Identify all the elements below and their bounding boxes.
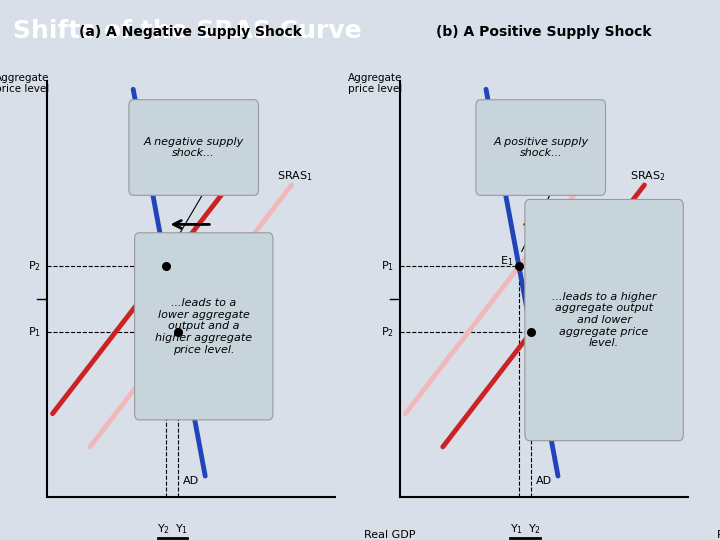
Text: A negative supply
shock...: A negative supply shock... (143, 137, 244, 158)
Text: Y$_1$: Y$_1$ (510, 522, 523, 536)
Text: Real GDP: Real GDP (364, 530, 415, 540)
Text: AD: AD (183, 476, 199, 487)
Text: ...leads to a higher
aggregate output
and lower
aggregate price
level.: ...leads to a higher aggregate output an… (552, 292, 657, 348)
Text: E$_2$: E$_2$ (148, 254, 161, 268)
Text: ...leads to a
lower aggregate
output and a
higher aggregate
price level.: ...leads to a lower aggregate output and… (156, 298, 252, 355)
Text: AD: AD (536, 476, 552, 487)
Text: P$_1$: P$_1$ (28, 325, 41, 339)
Text: SRAS$_1$: SRAS$_1$ (277, 168, 313, 183)
Text: (a) A Negative Supply Shock: (a) A Negative Supply Shock (79, 25, 302, 39)
Text: E$_1$: E$_1$ (182, 336, 195, 350)
Text: P$_2$: P$_2$ (381, 325, 394, 339)
Text: (b) A Positive Supply Shock: (b) A Positive Supply Shock (436, 25, 652, 39)
Text: SRAS$_2$: SRAS$_2$ (214, 144, 250, 158)
Text: Aggregate
price level: Aggregate price level (0, 73, 50, 94)
FancyBboxPatch shape (476, 100, 606, 195)
Text: SRAS$_2$: SRAS$_2$ (630, 168, 666, 183)
FancyBboxPatch shape (129, 100, 258, 195)
FancyBboxPatch shape (135, 233, 273, 420)
Text: SRAS$_1$: SRAS$_1$ (558, 144, 594, 158)
Text: Aggregate
price level: Aggregate price level (348, 73, 402, 94)
Text: P$_1$: P$_1$ (381, 260, 394, 273)
Text: Y$_2$: Y$_2$ (157, 522, 170, 536)
FancyBboxPatch shape (525, 199, 683, 441)
Text: Shifts of the SRAS Curve: Shifts of the SRAS Curve (13, 19, 361, 43)
Text: P$_2$: P$_2$ (28, 260, 41, 273)
Text: E$_2$: E$_2$ (535, 336, 548, 350)
Text: Real GDP: Real GDP (716, 530, 720, 540)
Text: A positive supply
shock...: A positive supply shock... (493, 137, 588, 158)
Text: E$_1$: E$_1$ (500, 254, 513, 268)
Text: Y$_1$: Y$_1$ (175, 522, 188, 536)
Text: Y$_2$: Y$_2$ (528, 522, 541, 536)
